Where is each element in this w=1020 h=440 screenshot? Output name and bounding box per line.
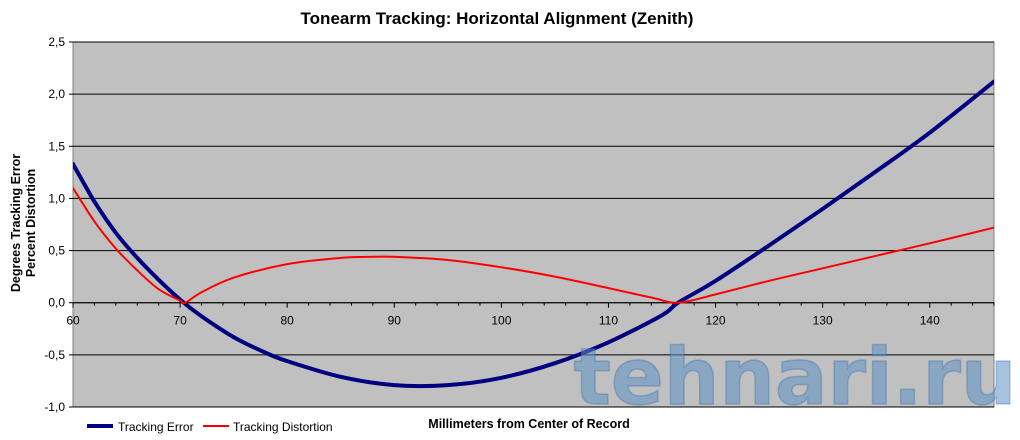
x-tick-label-0: 60 — [66, 314, 80, 328]
y-tick-label-1: -0,5 — [44, 348, 65, 362]
legend-label-tracking-distortion: Tracking Distortion — [233, 420, 333, 434]
x-tick-label-1: 70 — [173, 314, 187, 328]
x-tick-label-3: 90 — [388, 314, 402, 328]
x-tick-label-6: 120 — [706, 314, 726, 328]
x-axis-ticks — [72, 302, 995, 308]
chart-title: Tonearm Tracking: Horizontal Alignment (… — [301, 9, 694, 28]
x-tick-label-8: 140 — [920, 314, 940, 328]
watermark-text: tehnari.ru — [574, 333, 1017, 423]
series-layer — [73, 79, 994, 389]
x-tick-label-2: 80 — [281, 314, 295, 328]
y-tick-label-2: 0,0 — [48, 296, 65, 310]
y-tick-label-4: 1,0 — [48, 191, 65, 205]
x-tick-label-5: 110 — [599, 314, 618, 328]
y-tick-label-3: 0,5 — [48, 244, 65, 258]
x-tick-label-7: 130 — [813, 314, 833, 328]
y-tick-label-7: 2,5 — [48, 35, 65, 49]
y-axis-title-line-2: Percent Distortion — [24, 169, 38, 277]
x-axis-title: Millimeters from Center of Record — [428, 417, 629, 431]
legend: Tracking Error Tracking Distortion — [87, 420, 333, 434]
series-line-tracking-distortion — [73, 187, 994, 305]
x-tick-label-4: 100 — [491, 314, 511, 328]
series-line-tracking-error — [73, 79, 994, 389]
x-tick-labels: 60 70 80 90 100 110 120 130 140 — [66, 314, 940, 328]
y-tick-label-5: 1,5 — [48, 139, 65, 153]
plot-area — [72, 41, 995, 408]
y-tick-label-0: -1,0 — [44, 400, 65, 414]
y-axis-title: Degrees Tracking Error Percent Distortio… — [9, 154, 38, 292]
y-tick-label-6: 2,0 — [48, 87, 65, 101]
y-tick-labels: -1,0 -0,5 0,0 0,5 1,0 1,5 2,0 2,5 — [44, 35, 65, 414]
legend-label-tracking-error: Tracking Error — [118, 420, 194, 434]
y-axis-title-line-1: Degrees Tracking Error — [9, 154, 23, 292]
